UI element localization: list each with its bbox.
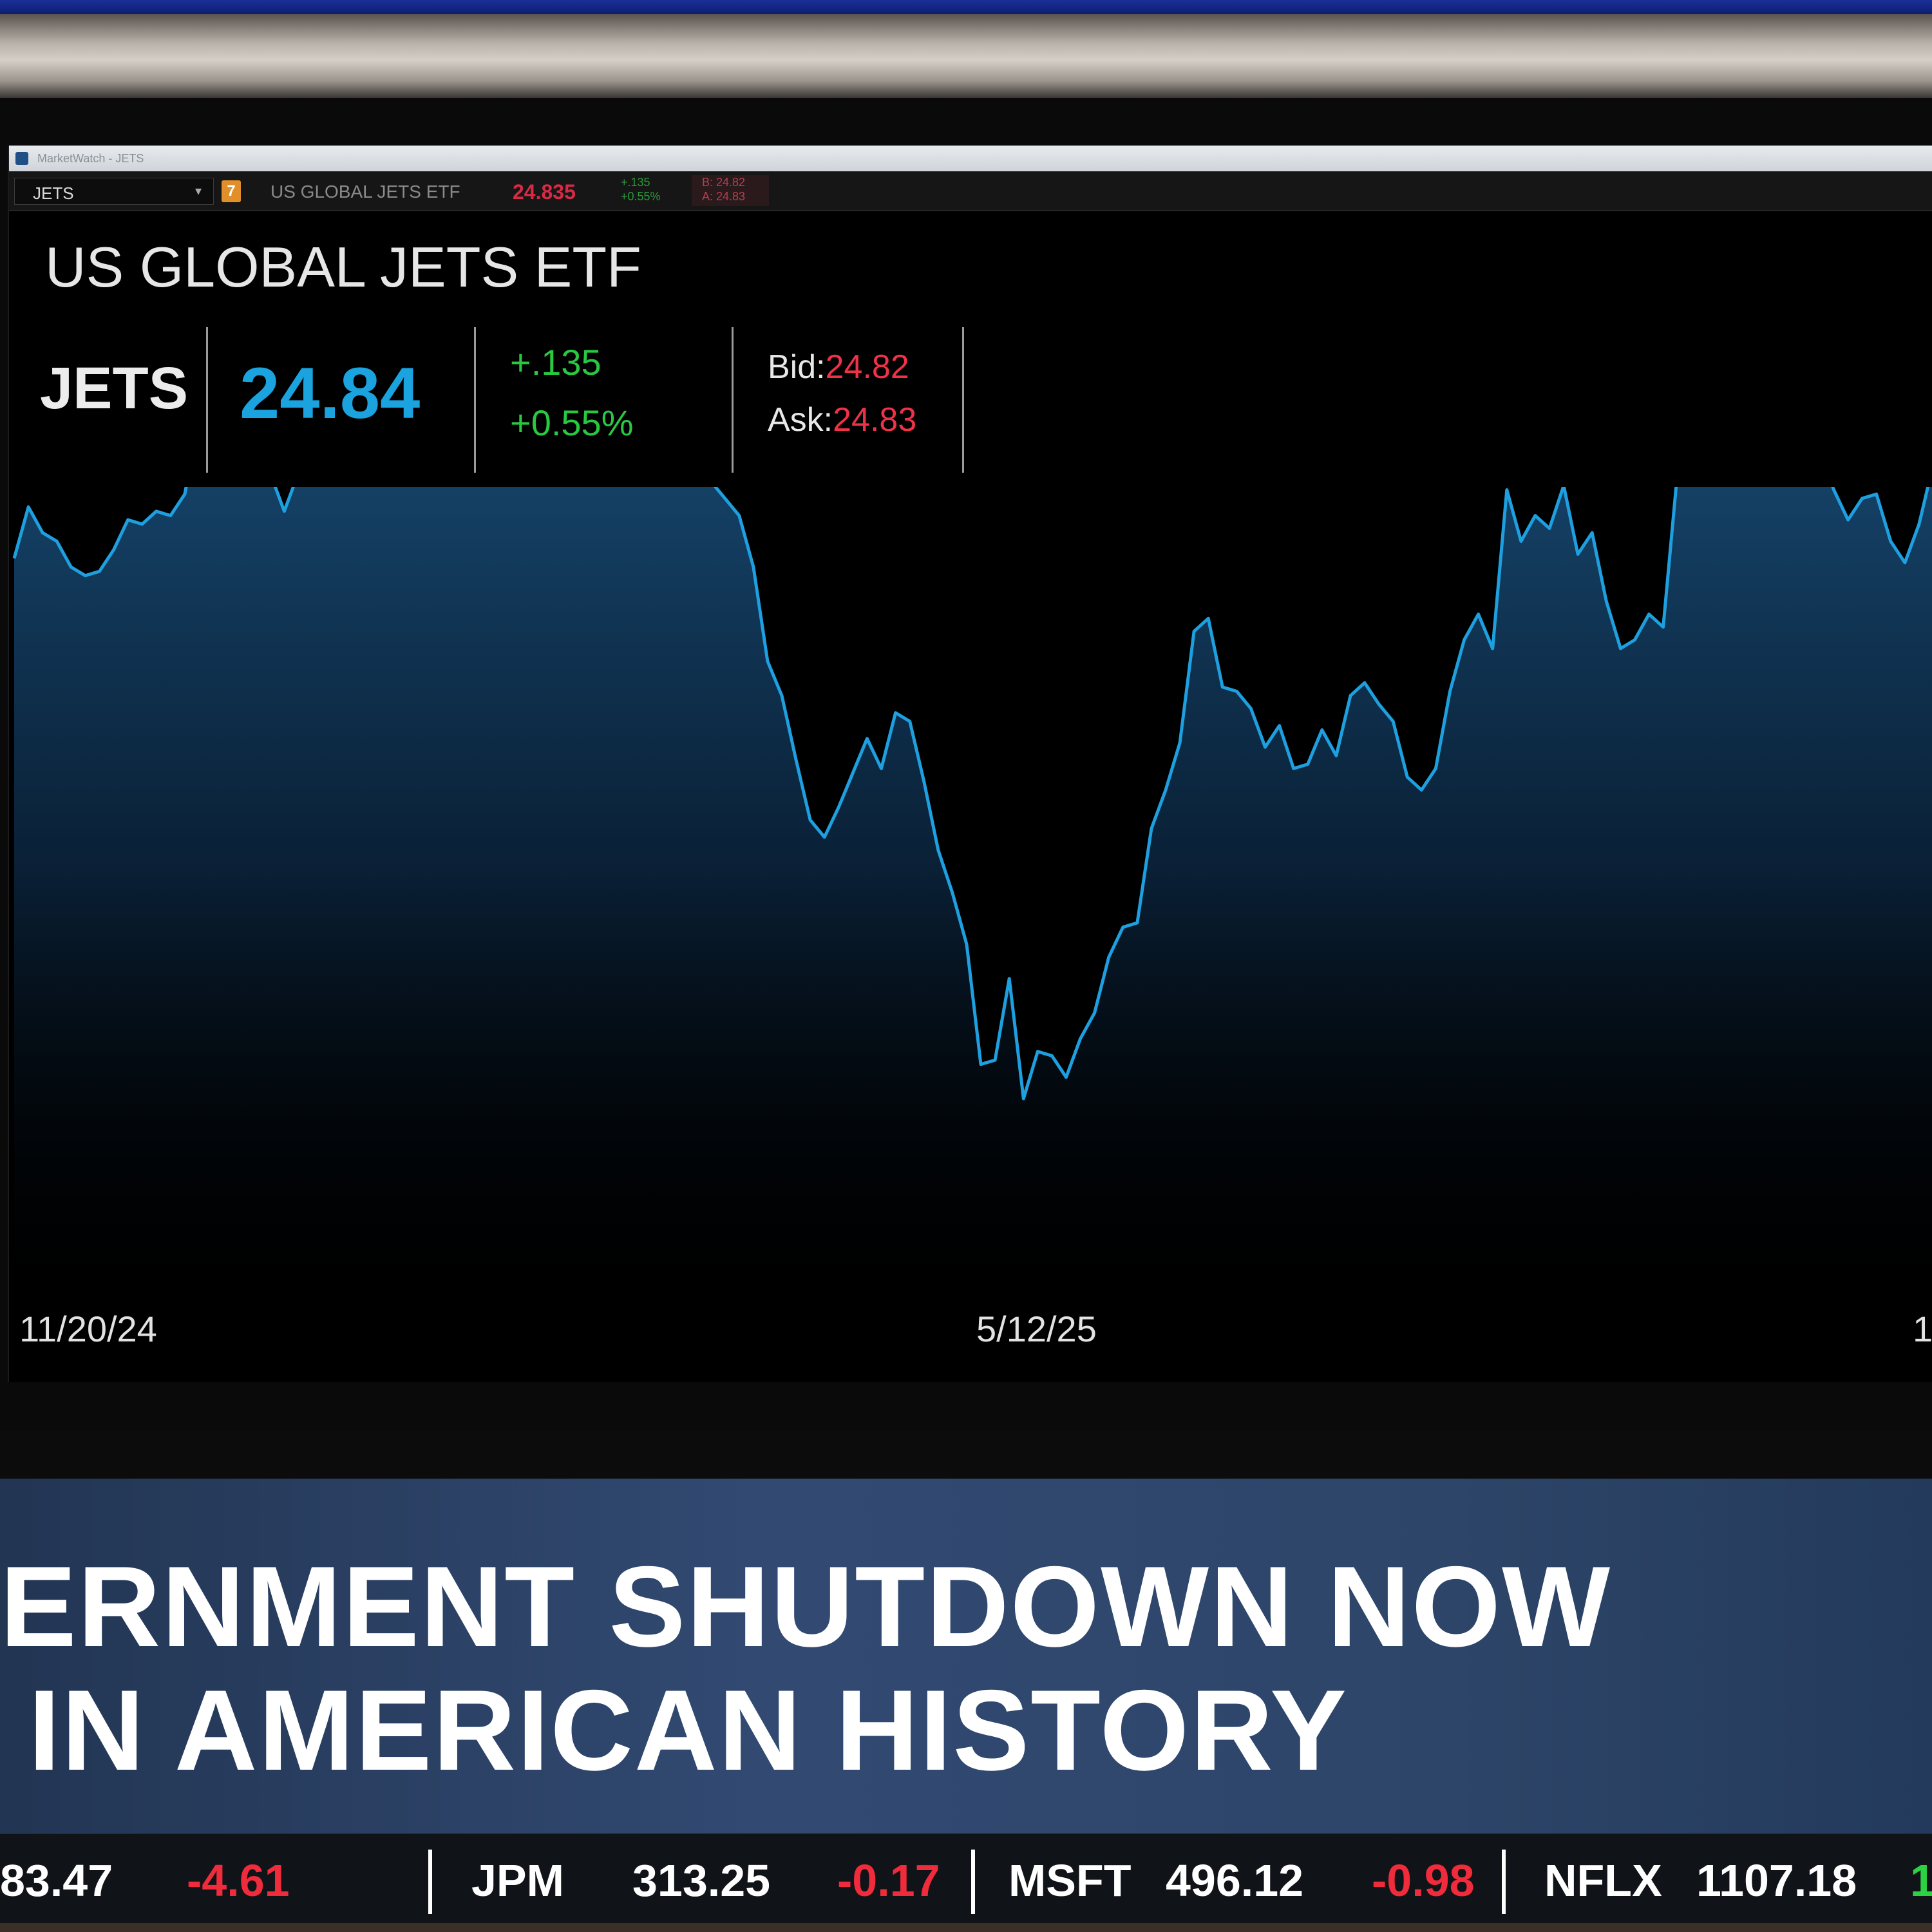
x-tick-label: 5/12/25 [976,1309,1097,1349]
bid-price: 24.82 [825,348,909,386]
app-icon [15,152,28,165]
quote-divider [474,327,476,473]
symbol-selector-value: JETS [33,184,74,203]
trading-platform-window: MarketWatch - JETS JETS ▾ 7 US GLOBAL JE… [8,146,1932,1382]
price-area-fill [14,487,1932,1324]
window-title: MarketWatch - JETS [37,152,144,165]
headline-line-1: ERNMENT SHUTDOWN NOW [0,1542,1612,1671]
ticker-separator [428,1850,432,1914]
x-tick-label: 1 [1913,1309,1932,1349]
ask-label: Ask: [768,401,833,439]
ticker-price: 1107.18 [1696,1855,1857,1906]
link-group-badge[interactable]: 7 [222,180,241,202]
quote-divider [962,327,964,473]
ticker-change: -4.61 [187,1855,290,1906]
ticker-price: 496.12 [1166,1855,1304,1906]
x-tick-label: 11/20/24 [19,1309,157,1349]
last-price: 24.84 [240,353,421,433]
lower-third-banner [0,1479,1932,1833]
ticker-price: 313.25 [632,1855,771,1906]
studio-top-strip [0,0,1932,14]
ask-quote: Ask:24.83 [768,401,916,439]
ticker-price: 83.47 [0,1855,113,1906]
studio-frame [0,14,1932,98]
quote-symbol: JETS [40,355,189,421]
desk-edge [0,1923,1932,1932]
window-titlebar[interactable]: MarketWatch - JETS [9,146,1932,171]
price-area-chart[interactable] [9,487,1932,1324]
quote-divider [732,327,734,473]
symbol-selector[interactable]: JETS ▾ [14,178,214,205]
ticker-change: 1 [1910,1855,1932,1906]
toolbar-bid: B: 24.82 [702,176,746,189]
quote-toolbar: JETS ▾ 7 US GLOBAL JETS ETF 24.835 +.135… [9,171,1932,211]
toolbar-description: US GLOBAL JETS ETF [270,182,460,202]
ticker-separator [1502,1850,1506,1914]
chevron-down-icon[interactable]: ▾ [194,184,202,198]
stock-ticker [0,1833,1932,1924]
headline-line-2: IN AMERICAN HISTORY [28,1666,1348,1794]
quote-divider [206,327,208,473]
ticker-symbol: MSFT [1009,1855,1132,1906]
toolbar-bid-ask: B: 24.82 A: 24.83 [692,175,769,206]
toolbar-ask: A: 24.83 [702,190,746,203]
toolbar-pct-change: +0.55% [621,190,661,203]
percent-change: +0.55% [510,402,634,443]
toolbar-change: +.135 +0.55% [621,175,661,204]
ask-price: 24.83 [833,401,917,439]
ticker-change: -0.98 [1372,1855,1475,1906]
bid-quote: Bid:24.82 [768,348,909,386]
bid-label: Bid: [768,348,826,386]
chart-title: US GLOBAL JETS ETF [45,235,641,299]
ticker-separator [971,1850,975,1914]
toolbar-net-change: +.135 [621,176,650,189]
net-change: +.135 [510,342,601,383]
price-line [12,487,1930,1101]
toolbar-price: 24.835 [513,180,576,204]
ticker-symbol: JPM [471,1855,564,1906]
ticker-change: -0.17 [837,1855,940,1906]
ticker-symbol: NFLX [1544,1855,1662,1906]
